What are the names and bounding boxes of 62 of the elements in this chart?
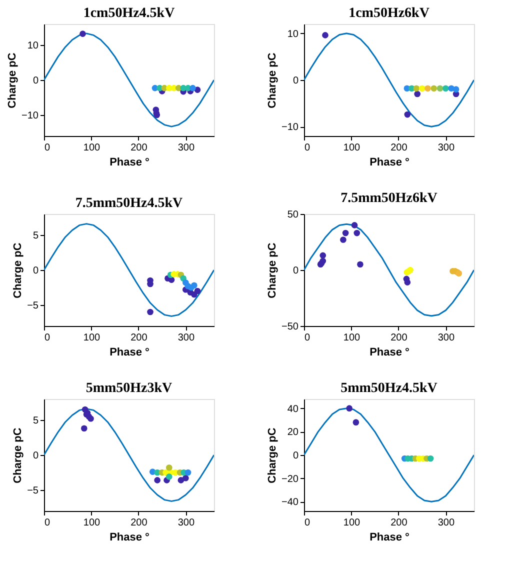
y-tick-label: 50 xyxy=(287,210,299,220)
x-axis-title: Phase ° xyxy=(370,156,410,168)
y-tick-label: 0 xyxy=(32,266,39,276)
x-tick-label: 200 xyxy=(390,142,408,154)
chart-title: 7.5mm50Hz4.5kV xyxy=(75,196,183,211)
y-tick-label: 20 xyxy=(287,427,299,438)
x-axis-title: Phase ° xyxy=(370,346,410,358)
y-axis-title: Charge pC xyxy=(6,52,19,108)
chart-title: 1cm50Hz4.5kV xyxy=(83,6,175,21)
y-tick-label: 5 xyxy=(32,230,39,242)
x-tick-label: 100 xyxy=(343,518,360,528)
y-tick-label: −10 xyxy=(282,122,299,134)
x-tick-label: 300 xyxy=(178,332,195,344)
y-tick-label: 10 xyxy=(27,40,39,52)
y-tick-label: −5 xyxy=(27,486,39,496)
x-tick-label: 0 xyxy=(304,518,310,528)
x-tick-label: 300 xyxy=(178,518,195,528)
x-tick-label: 100 xyxy=(83,518,100,528)
x-tick-label: 300 xyxy=(438,518,455,528)
y-tick-label: −40 xyxy=(282,497,299,508)
x-tick-label: 300 xyxy=(438,142,455,154)
y-tick-label: 0 xyxy=(32,76,39,86)
x-axis-title: Phase ° xyxy=(110,346,150,358)
y-tick-label: 0 xyxy=(292,266,299,276)
y-tick-label: 0 xyxy=(32,450,39,462)
x-tick-label: 300 xyxy=(438,332,455,344)
y-tick-label: −20 xyxy=(282,474,299,485)
y-tick-label: −5 xyxy=(27,300,39,312)
x-tick-label: 200 xyxy=(390,332,408,344)
x-tick-label: 100 xyxy=(343,332,360,344)
chart-title: 5mm50Hz3kV xyxy=(86,381,172,396)
x-axis-title: Phase ° xyxy=(110,156,150,168)
x-tick-label: 0 xyxy=(304,332,310,344)
y-tick-label: −50 xyxy=(282,322,299,332)
y-axis-title: Charge pC xyxy=(266,242,279,298)
y-axis-title: Charge pC xyxy=(266,428,279,484)
x-tick-label: 200 xyxy=(390,518,408,528)
x-tick-label: 0 xyxy=(304,142,310,154)
y-tick-label: 10 xyxy=(287,28,299,40)
y-tick-label: 0 xyxy=(292,450,299,462)
x-axis-title: Phase ° xyxy=(370,532,410,544)
x-tick-label: 300 xyxy=(178,142,195,154)
chart-title: 7.5mm50Hz6kV xyxy=(340,191,438,206)
y-tick-label: 40 xyxy=(287,404,299,415)
x-tick-label: 0 xyxy=(44,518,50,528)
y-axis-title: Charge pC xyxy=(12,428,24,484)
x-axis-title: Phase ° xyxy=(110,532,150,544)
x-tick-label: 100 xyxy=(83,142,100,154)
y-tick-label: −10 xyxy=(22,110,39,122)
x-tick-label: 100 xyxy=(83,332,100,344)
x-tick-label: 200 xyxy=(130,518,148,528)
x-tick-label: 0 xyxy=(44,142,50,154)
chart-title: 1cm50Hz6kV xyxy=(348,6,430,21)
x-tick-label: 0 xyxy=(44,332,50,344)
x-tick-label: 200 xyxy=(130,142,148,154)
x-tick-label: 200 xyxy=(130,332,148,344)
y-tick-label: 5 xyxy=(32,416,39,426)
y-axis-title: Charge pC xyxy=(12,242,24,298)
x-tick-label: 100 xyxy=(343,142,360,154)
chart-title: 5mm50Hz4.5kV xyxy=(340,381,438,396)
y-tick-label: 0 xyxy=(292,76,299,86)
y-axis-title: Charge pC xyxy=(266,52,279,108)
